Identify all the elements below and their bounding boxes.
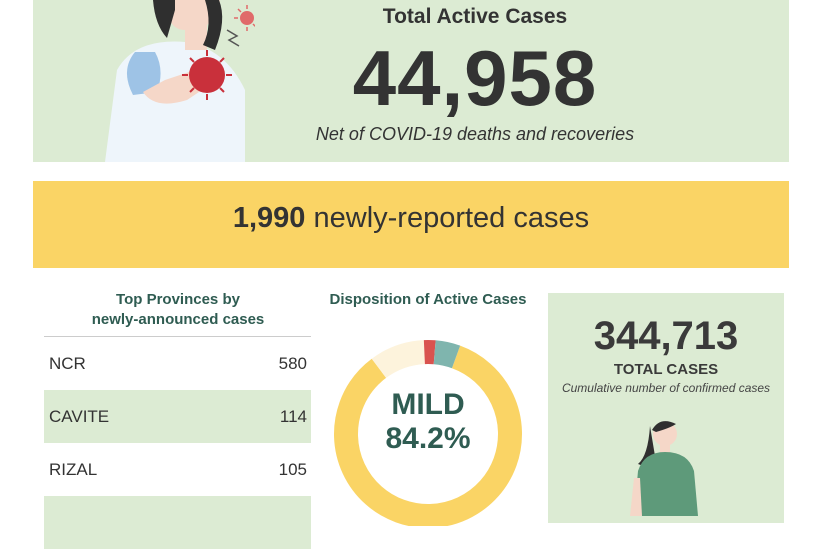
- donut-center-category: MILD: [391, 388, 465, 421]
- new-cases-text: 1,990 newly-reported cases: [33, 198, 789, 238]
- province-value: 580: [278, 353, 307, 373]
- active-cases-subtitle: Net of COVID-19 deaths and recoveries: [315, 124, 635, 144]
- table-row: RIZAL 105: [44, 443, 311, 496]
- province-name: NCR: [49, 353, 86, 373]
- coughing-woman-illustration: [105, 0, 255, 162]
- new-cases-label: newly-reported cases: [305, 202, 590, 234]
- donut-center-value: 84.2%: [385, 422, 471, 455]
- provinces-title: Top Provinces by newly-announced cases: [45, 290, 311, 330]
- active-cases-title: Total Active Cases: [382, 5, 568, 28]
- total-cases-subtitle: Cumulative number of confirmed cases: [561, 381, 771, 395]
- heart-icon: [182, 50, 232, 100]
- total-cases-label: TOTAL CASES: [613, 361, 719, 378]
- donut-slice-critical: [334, 340, 522, 526]
- virus-icon: [234, 5, 255, 31]
- province-name: CAVITE: [49, 406, 110, 426]
- disposition-donut-chart: [334, 340, 522, 526]
- disposition-title: Disposition of Active Cases: [329, 291, 527, 308]
- person-illustration: [630, 421, 698, 516]
- new-cases-count: 1,990: [232, 202, 306, 234]
- active-cases-number: 44,958: [352, 34, 598, 122]
- table-row: CAVITE 114: [44, 390, 311, 443]
- provinces-title-line2: newly-announced cases: [91, 311, 265, 328]
- donut-center-label: MILD 84.2%: [345, 388, 511, 456]
- new-cases-banner: [33, 181, 789, 268]
- province-name: RIZAL: [49, 459, 98, 479]
- province-value: 105: [278, 459, 307, 479]
- total-cases-number: 344,713: [593, 314, 739, 358]
- province-value: 114: [279, 406, 307, 426]
- table-row: [44, 496, 311, 549]
- provinces-title-line1: Top Provinces by: [116, 291, 240, 308]
- table-row: NCR 580: [44, 337, 311, 390]
- provinces-table: NCR 580 CAVITE 114 RIZAL 105: [44, 336, 311, 549]
